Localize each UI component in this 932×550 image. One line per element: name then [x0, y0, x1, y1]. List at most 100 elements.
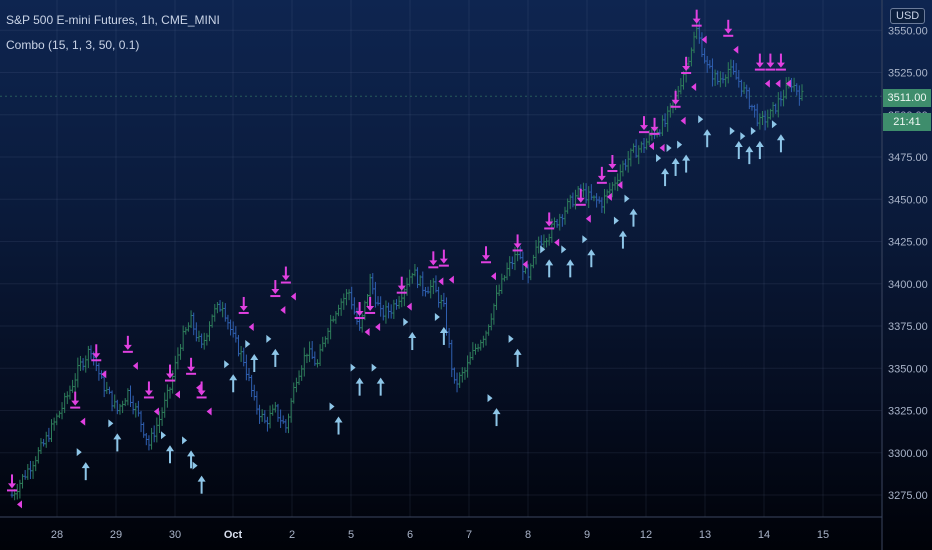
ohlc-bar — [373, 281, 377, 308]
ohlc-bar — [126, 388, 130, 406]
ohlc-bar — [626, 151, 630, 173]
sell-signal — [280, 266, 296, 301]
buy-signal — [677, 140, 691, 173]
ohlc-bar — [555, 219, 559, 228]
ohlc-bar — [321, 336, 325, 352]
ohlc-bar — [281, 415, 285, 424]
buy-signal — [434, 312, 448, 345]
sell-arrow-head — [724, 28, 733, 34]
ohlc-bar — [247, 367, 251, 382]
ohlc-bar — [337, 304, 341, 317]
sell-signal — [775, 53, 791, 88]
ohlc-bar — [292, 382, 296, 404]
ohlc-bar — [560, 214, 564, 227]
sell-triangle — [175, 390, 180, 399]
sell-arrow-head — [776, 62, 785, 68]
ohlc-bar — [344, 289, 348, 306]
buy-signal — [613, 216, 627, 249]
ohlc-bar — [392, 299, 396, 319]
sell-arrow-head — [692, 18, 701, 24]
sell-arrow-head — [513, 243, 522, 249]
buy-signal — [403, 318, 417, 351]
ohlc-bar — [165, 384, 169, 408]
buy-signal — [108, 419, 122, 452]
ohlc-bar — [753, 104, 757, 118]
sell-arrow-head — [429, 260, 438, 266]
ohlc-bar — [618, 164, 622, 185]
ohlc-bar — [179, 344, 183, 360]
sell-arrow-head — [366, 305, 375, 311]
buy-triangle — [561, 245, 567, 254]
ohlc-bar — [423, 286, 427, 297]
sell-signal — [765, 53, 781, 88]
ohlc-bar — [479, 339, 483, 351]
sell-arrow-head — [239, 305, 248, 311]
y-tick-label: 3525.00 — [888, 68, 928, 80]
ohlc-bar — [123, 398, 127, 407]
sell-arrow-head — [439, 258, 448, 264]
ohlc-bar — [766, 109, 770, 128]
ohlc-bar — [508, 256, 512, 277]
sell-arrow-head — [650, 126, 659, 132]
ohlc-bar — [84, 355, 88, 373]
ohlc-bar — [653, 131, 657, 140]
ohlc-bar — [413, 264, 417, 277]
ohlc-bar — [516, 246, 520, 262]
buy-triangle — [677, 140, 683, 149]
ohlc-bar — [495, 285, 499, 311]
ohlc-bar — [315, 359, 319, 368]
ohlc-bar — [455, 372, 459, 393]
ohlc-bar — [637, 145, 641, 165]
buy-signal — [350, 363, 364, 396]
ohlc-bar — [366, 293, 369, 308]
ohlc-bar — [631, 143, 635, 153]
ohlc-bar — [229, 319, 233, 336]
sell-triangle — [364, 328, 370, 337]
buy-arrow-head — [229, 374, 238, 381]
sell-arrow-head — [640, 125, 648, 131]
sell-arrow-head — [576, 197, 585, 203]
y-tick-label: 3475.00 — [888, 152, 928, 164]
price-bars — [10, 20, 804, 501]
indicator-label[interactable]: Combo (15, 1, 3, 50, 0.1) — [6, 38, 140, 52]
ohlc-bar — [305, 353, 309, 364]
buy-triangle — [729, 127, 735, 136]
sell-triangle — [375, 322, 381, 331]
y-tick-label: 3550.00 — [888, 25, 928, 37]
sell-triangle — [17, 500, 22, 509]
ohlc-bar — [318, 344, 322, 367]
x-tick-label: 9 — [584, 529, 590, 541]
y-tick-label: 3350.00 — [888, 363, 928, 375]
ohlc-bar — [221, 301, 225, 318]
ohlc-bar — [426, 286, 430, 294]
y-tick-label: 3325.00 — [888, 406, 928, 418]
ohlc-bar — [471, 342, 475, 361]
sell-triangle — [491, 272, 496, 281]
ohlc-bar — [136, 400, 140, 417]
ohlc-bar — [410, 272, 414, 284]
ohlc-bar — [50, 419, 53, 443]
ohlc-bar — [552, 217, 556, 228]
y-tick-label: 3300.00 — [888, 448, 928, 460]
ohlc-bar — [592, 195, 596, 202]
x-tick-label: 15 — [817, 529, 829, 541]
sell-arrow-head — [123, 344, 132, 350]
buy-arrow-head — [587, 249, 596, 256]
buy-triangle — [108, 419, 114, 428]
ohlc-bar — [568, 194, 572, 209]
ohlc-bar — [55, 413, 59, 426]
currency-badge[interactable]: USD — [890, 8, 926, 24]
ohlc-bar — [152, 425, 156, 443]
sell-signal — [649, 117, 665, 152]
ohlc-bar — [200, 333, 204, 349]
ohlc-bar — [186, 322, 190, 332]
buy-signal — [771, 120, 785, 153]
ohlc-bar — [68, 385, 72, 400]
x-tick-label: 30 — [169, 529, 181, 541]
buy-signal — [698, 115, 712, 148]
chart-title[interactable]: S&P 500 E-mini Futures, 1h, CME_MINI — [6, 13, 220, 27]
buy-triangle — [740, 132, 746, 141]
ohlc-bar — [176, 347, 180, 370]
buy-arrow-head — [618, 230, 627, 237]
